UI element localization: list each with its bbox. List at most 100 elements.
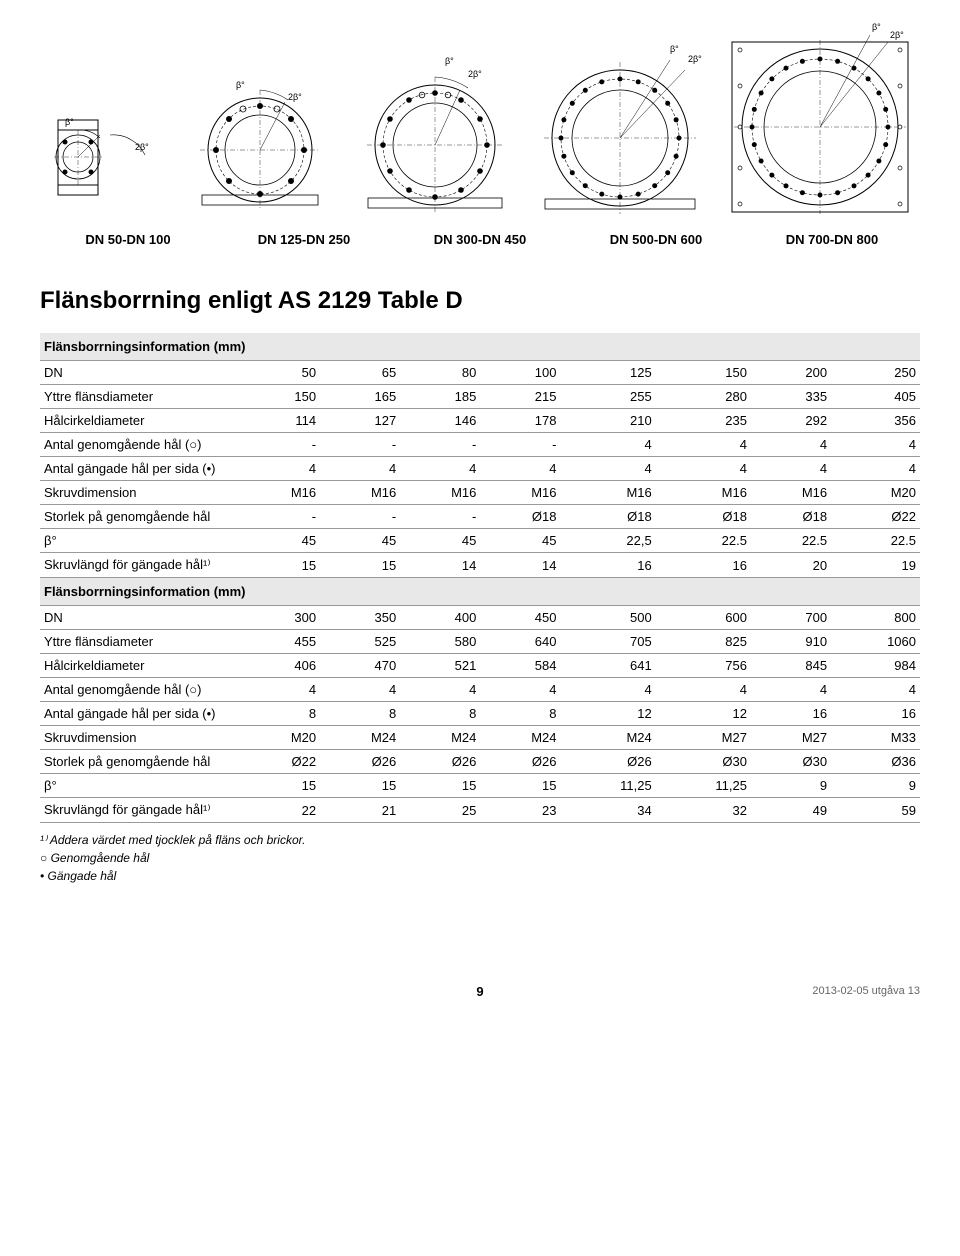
table-cell: Ø26 bbox=[561, 750, 656, 774]
table-cell: 200 bbox=[751, 361, 831, 385]
table-cell: 4 bbox=[240, 678, 320, 702]
table-cell: 11,25 bbox=[561, 774, 656, 798]
table-cell: 15 bbox=[480, 774, 560, 798]
table-cell: 8 bbox=[400, 702, 480, 726]
section-header-1: Flänsborrningsinformation (mm) bbox=[40, 333, 920, 361]
table-cell: 14 bbox=[400, 553, 480, 578]
table-cell: - bbox=[400, 505, 480, 529]
table-cell: Antal genomgående hål (○) bbox=[40, 678, 240, 702]
label-dn125-250: DN 125-DN 250 bbox=[216, 232, 392, 247]
table-cell: 11,25 bbox=[656, 774, 751, 798]
table-cell: 15 bbox=[320, 553, 400, 578]
table-cell: 4 bbox=[480, 457, 560, 481]
table-cell: 356 bbox=[831, 409, 920, 433]
table-cell: 22.5 bbox=[656, 529, 751, 553]
table-cell: 4 bbox=[480, 678, 560, 702]
table-cell: 455 bbox=[240, 630, 320, 654]
table-cell: 49 bbox=[751, 798, 831, 823]
table-cell: 34 bbox=[561, 798, 656, 823]
table-cell: 22.5 bbox=[751, 529, 831, 553]
table-cell: M20 bbox=[831, 481, 920, 505]
beta-label: β° bbox=[65, 117, 74, 127]
section-header-2: Flänsborrningsinformation (mm) bbox=[40, 578, 920, 606]
table-cell: Antal genomgående hål (○) bbox=[40, 433, 240, 457]
table-cell: 45 bbox=[240, 529, 320, 553]
table-cell: 450 bbox=[480, 606, 560, 630]
table-cell: - bbox=[240, 433, 320, 457]
page-number: 9 bbox=[476, 984, 483, 999]
table-cell: 210 bbox=[561, 409, 656, 433]
diagram-labels-row: DN 50-DN 100 DN 125-DN 250 DN 300-DN 450… bbox=[40, 232, 920, 247]
table-cell: 114 bbox=[240, 409, 320, 433]
table-cell: 756 bbox=[656, 654, 751, 678]
label-dn700-800: DN 700-DN 800 bbox=[744, 232, 920, 247]
table-cell: Ø18 bbox=[751, 505, 831, 529]
table-cell: 146 bbox=[400, 409, 480, 433]
table-cell: 300 bbox=[240, 606, 320, 630]
table-cell: Ø22 bbox=[240, 750, 320, 774]
table-cell: 335 bbox=[751, 385, 831, 409]
table-cell: DN bbox=[40, 361, 240, 385]
table-cell: Antal gängade hål per sida (•) bbox=[40, 457, 240, 481]
diagram-dn300-450: β° 2β° bbox=[350, 50, 520, 220]
diagram-dn500-600: β° 2β° bbox=[530, 40, 710, 220]
table-cell: 12 bbox=[561, 702, 656, 726]
table-cell: 280 bbox=[656, 385, 751, 409]
table-cell: 165 bbox=[320, 385, 400, 409]
table-cell: 4 bbox=[561, 457, 656, 481]
table-cell: 45 bbox=[400, 529, 480, 553]
table-cell: DN bbox=[40, 606, 240, 630]
table-cell: M16 bbox=[656, 481, 751, 505]
table-cell: 15 bbox=[240, 553, 320, 578]
table-cell: M27 bbox=[751, 726, 831, 750]
table-cell: - bbox=[320, 505, 400, 529]
diagram-dn125-250: β° 2β° bbox=[180, 60, 340, 220]
table-cell: 16 bbox=[751, 702, 831, 726]
table-cell: Ø36 bbox=[831, 750, 920, 774]
table-cell: 250 bbox=[831, 361, 920, 385]
label-dn300-450: DN 300-DN 450 bbox=[392, 232, 568, 247]
table-cell: 825 bbox=[656, 630, 751, 654]
table-cell: M16 bbox=[320, 481, 400, 505]
table-cell: Hålcirkeldiameter bbox=[40, 409, 240, 433]
table-cell: 255 bbox=[561, 385, 656, 409]
table-cell: Storlek på genomgående hål bbox=[40, 505, 240, 529]
beta-label: β° bbox=[236, 80, 245, 90]
table-cell: 525 bbox=[320, 630, 400, 654]
table-cell: 150 bbox=[656, 361, 751, 385]
table-cell: 185 bbox=[400, 385, 480, 409]
page-title: Flänsborrning enligt AS 2129 Table D bbox=[40, 287, 920, 315]
two-beta-label: 2β° bbox=[688, 54, 702, 64]
table-cell: M16 bbox=[751, 481, 831, 505]
table-cell: Ø26 bbox=[480, 750, 560, 774]
table-cell: 580 bbox=[400, 630, 480, 654]
table-cell: Ø18 bbox=[480, 505, 560, 529]
table-cell: 15 bbox=[240, 774, 320, 798]
table-cell: 15 bbox=[320, 774, 400, 798]
table-cell: - bbox=[480, 433, 560, 457]
table-cell: 125 bbox=[561, 361, 656, 385]
table-cell: 4 bbox=[320, 457, 400, 481]
table-cell: 470 bbox=[320, 654, 400, 678]
table-cell: 16 bbox=[561, 553, 656, 578]
table-cell: Skruvlängd för gängade hål¹⁾ bbox=[40, 553, 240, 578]
table-cell: 4 bbox=[656, 457, 751, 481]
table-cell: 641 bbox=[561, 654, 656, 678]
table-cell: Ø26 bbox=[400, 750, 480, 774]
table-cell: - bbox=[400, 433, 480, 457]
table-cell: Storlek på genomgående hål bbox=[40, 750, 240, 774]
beta-label: β° bbox=[445, 56, 454, 66]
table-cell: 150 bbox=[240, 385, 320, 409]
diagram-dn700-800: β° 2β° bbox=[720, 20, 920, 220]
table-cell: - bbox=[320, 433, 400, 457]
table-cell: 9 bbox=[831, 774, 920, 798]
table-cell: 292 bbox=[751, 409, 831, 433]
table-cell: 640 bbox=[480, 630, 560, 654]
two-beta-label: 2β° bbox=[468, 69, 482, 79]
footnotes: ¹⁾ Addera värdet med tjocklek på fläns o… bbox=[40, 831, 920, 885]
table-cell: 4 bbox=[751, 457, 831, 481]
table-cell: 21 bbox=[320, 798, 400, 823]
table-cell: M16 bbox=[561, 481, 656, 505]
table-cell: Skruvdimension bbox=[40, 481, 240, 505]
table-cell: 16 bbox=[831, 702, 920, 726]
